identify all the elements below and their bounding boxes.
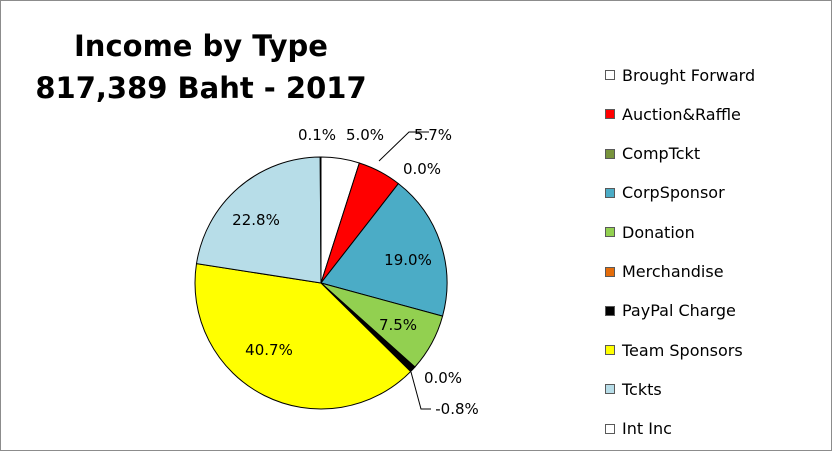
pie-slice-corpsponsor bbox=[320, 182, 448, 317]
leader-line-auction-raffle bbox=[378, 131, 429, 162]
legend-swatch-comptckt bbox=[605, 148, 615, 159]
legend-swatch-paypal-charge bbox=[605, 305, 615, 316]
pie-slices bbox=[194, 156, 448, 410]
data-label-tckts: 22.8% bbox=[232, 211, 280, 229]
legend-label-brought-forward: Brought Forward bbox=[622, 65, 756, 85]
legend: Brought Forward Auction&Raffle CompTckt Cor… bbox=[605, 65, 825, 445]
legend-item-paypal-charge: PayPal Charge bbox=[605, 301, 736, 321]
data-label-merchandise: 0.0% bbox=[424, 369, 462, 387]
legend-label-paypal-charge: PayPal Charge bbox=[622, 301, 736, 321]
legend-swatch-auction-raffle bbox=[605, 109, 615, 120]
pie-slice-int-inc bbox=[319, 156, 322, 284]
legend-swatch-corpsponsor bbox=[605, 187, 615, 198]
legend-label-comptckt: CompTckt bbox=[622, 144, 701, 164]
legend-item-donation: Donation bbox=[605, 222, 695, 242]
legend-item-corpsponsor: CorpSponsor bbox=[605, 183, 725, 203]
chart-title-line-2: 817,389 Baht - 2017 bbox=[35, 71, 367, 105]
data-label-corpsponsor: 19.0% bbox=[384, 251, 432, 269]
legend-label-team-sponsors: Team Sponsors bbox=[622, 340, 743, 360]
legend-label-merchandise: Merchandise bbox=[622, 262, 724, 281]
data-labels: 5.0% 5.7% 0.0% 19.0% 7.5% 0.0% -0.8% 40.7% 22.8%… bbox=[232, 126, 479, 418]
data-label-team-sponsors: 40.7% bbox=[245, 341, 293, 359]
legend-label-donation: Donation bbox=[622, 222, 695, 242]
legend-item-brought-forward: Brought Forward bbox=[605, 65, 755, 85]
chart-title: Income by Type 817,389 Baht - 2017 bbox=[21, 25, 381, 109]
legend-swatch-team-sponsors bbox=[605, 345, 615, 356]
legend-label-corpsponsor: CorpSponsor bbox=[622, 183, 725, 203]
data-label-paypal-charge: -0.8% bbox=[435, 400, 479, 418]
legend-label-auction-raffle: Auction&Raffle bbox=[622, 104, 741, 124]
data-label-auction-raffle: 5.7% bbox=[414, 126, 452, 144]
legend-item-auction-raffle: Auction&Raffle bbox=[605, 104, 741, 124]
legend-swatch-tckts bbox=[605, 384, 615, 395]
legend-item-int-inc: Int Inc bbox=[605, 419, 672, 439]
legend-swatch-donation bbox=[605, 227, 615, 238]
leader-lines bbox=[378, 131, 431, 410]
data-label-comptckt: 0.0% bbox=[403, 160, 441, 178]
legend-label-tckts: Tckts bbox=[622, 379, 662, 399]
pie-slice-team-sponsors bbox=[194, 263, 412, 410]
legend-item-merchandise: Merchandise bbox=[605, 262, 724, 282]
pie-slice-tckts bbox=[195, 156, 322, 284]
legend-swatch-int-inc bbox=[605, 423, 615, 434]
legend-item-team-sponsors: Team Sponsors bbox=[605, 340, 743, 360]
legend-item-tckts: Tckts bbox=[605, 379, 662, 399]
data-label-brought-forward: 5.0% bbox=[346, 126, 384, 144]
legend-label-int-inc: Int Inc bbox=[622, 419, 672, 439]
legend-swatch-brought-forward bbox=[605, 70, 615, 80]
legend-item-comptckt: CompTckt bbox=[605, 144, 700, 164]
chart-title-line-1: Income by Type bbox=[74, 29, 328, 63]
data-label-donation: 7.5% bbox=[379, 316, 417, 334]
data-label-int-inc: 0.1% bbox=[298, 126, 336, 144]
leader-line-paypal-charge bbox=[410, 371, 431, 410]
legend-swatch-merchandise bbox=[605, 266, 615, 277]
